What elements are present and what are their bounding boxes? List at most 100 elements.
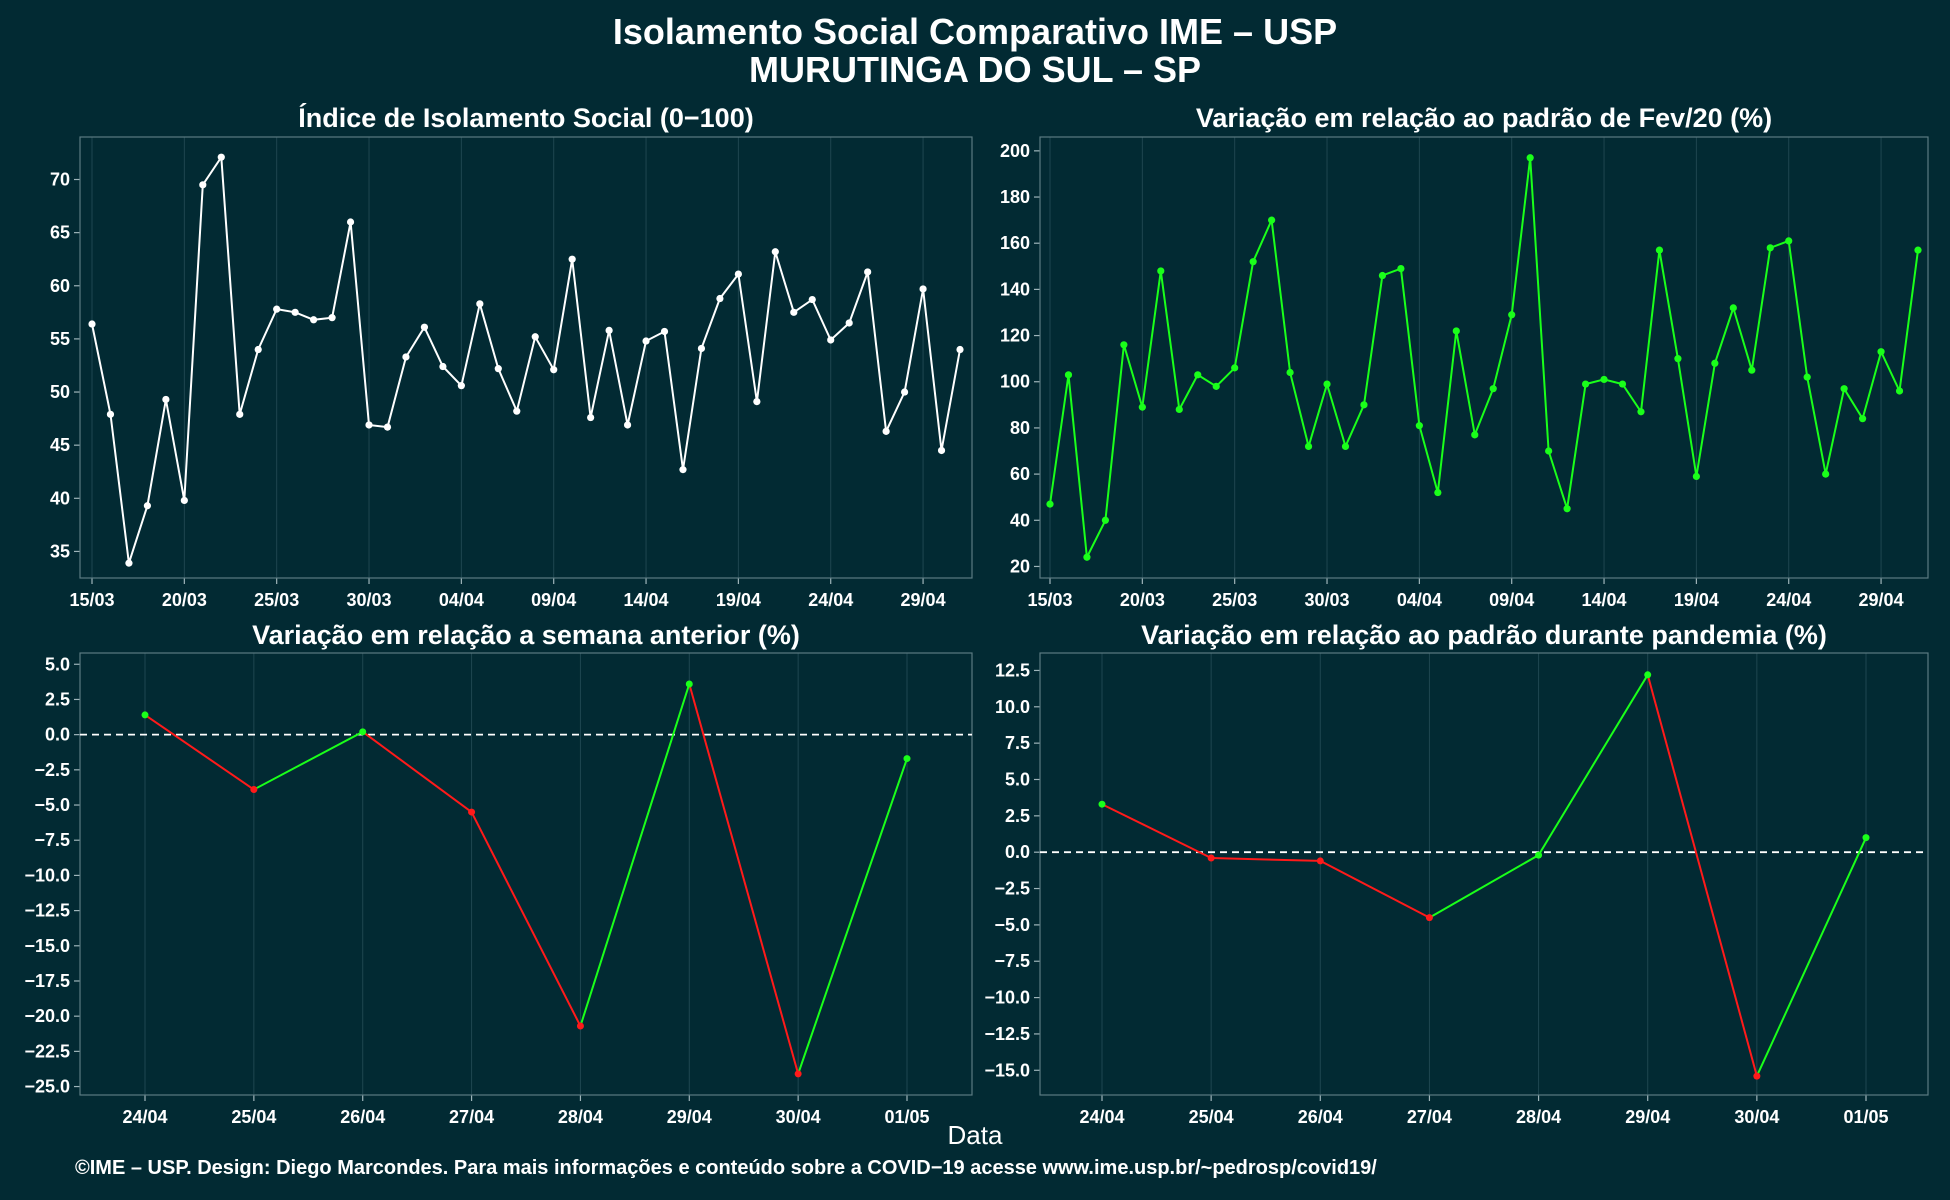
data-point	[734, 270, 742, 278]
data-point	[1803, 373, 1811, 381]
data-point	[1766, 244, 1774, 252]
x-tick-label: 29/04	[901, 590, 946, 610]
y-tick-label: −15.0	[24, 936, 70, 956]
plot-frame	[1039, 652, 1929, 1096]
x-tick-label: 30/03	[1304, 590, 1349, 610]
panel-title-semana: Variação em relação a semana anterior (%…	[252, 620, 800, 650]
data-point	[1563, 505, 1571, 513]
data-point	[457, 382, 465, 390]
x-tick-label: 15/03	[69, 590, 114, 610]
y-tick-label: −2.5	[994, 879, 1030, 899]
y-tick-label: 20	[1010, 556, 1030, 576]
y-tick-label: −22.5	[24, 1041, 70, 1061]
data-point	[1862, 834, 1870, 842]
data-point	[1858, 415, 1867, 423]
data-point	[1535, 851, 1543, 859]
data-point	[771, 248, 779, 256]
data-point	[1098, 800, 1106, 808]
data-point	[1157, 267, 1165, 275]
y-tick-label: −2.5	[34, 760, 70, 780]
y-tick-label: 160	[1000, 233, 1030, 253]
x-tick-label: 14/04	[1582, 590, 1627, 610]
y-tick-label: −17.5	[24, 971, 70, 991]
series-segment	[1646, 674, 1758, 1077]
main-title: Isolamento Social Comparativo IME – USP	[612, 11, 1338, 52]
data-point	[1212, 382, 1220, 390]
data-point	[273, 305, 281, 313]
x-tick-label: 24/04	[808, 590, 853, 610]
data-point	[494, 365, 502, 373]
data-point	[1471, 431, 1479, 439]
data-point	[125, 559, 133, 567]
x-tick-label: 27/04	[1407, 1107, 1452, 1127]
x-tick-label: 04/04	[1397, 590, 1442, 610]
x-tick-label: 26/04	[1298, 1107, 1343, 1127]
x-tick-label: 20/03	[1120, 590, 1165, 610]
data-point	[1753, 1072, 1761, 1080]
data-point	[1316, 857, 1324, 865]
x-tick-label: 28/04	[1516, 1107, 1561, 1127]
data-point	[1674, 355, 1682, 363]
x-tick-label: 09/04	[531, 590, 576, 610]
y-tick-label: 2.5	[45, 689, 70, 709]
data-point	[864, 268, 872, 276]
data-point	[1120, 341, 1128, 349]
data-point	[808, 295, 816, 304]
series-segment	[253, 730, 364, 791]
data-point	[1378, 271, 1387, 280]
data-point	[531, 333, 539, 341]
y-tick-label: 7.5	[1005, 733, 1030, 753]
x-tick-label: 19/04	[716, 590, 761, 610]
data-point	[1692, 472, 1700, 481]
y-tick-label: 35	[50, 541, 70, 561]
x-tick-label: 27/04	[449, 1107, 494, 1127]
y-tick-label: 2.5	[1005, 806, 1030, 826]
data-point	[1231, 364, 1239, 372]
y-tick-label: 0.0	[1005, 842, 1030, 862]
panel-title-pandemia: Variação em relação ao padrão durante pa…	[1141, 620, 1827, 650]
data-point	[1526, 154, 1534, 162]
data-point	[1452, 327, 1460, 335]
y-tick-label: −7.5	[994, 951, 1030, 971]
series-segment	[362, 731, 473, 813]
y-tick-label: 180	[1000, 187, 1030, 207]
data-point	[359, 728, 367, 736]
plot-frame	[1039, 136, 1929, 579]
data-point	[254, 345, 262, 354]
data-point	[1618, 380, 1627, 388]
data-point	[476, 300, 484, 308]
x-tick-label: 01/05	[884, 1107, 929, 1127]
data-point	[1729, 304, 1737, 312]
data-point	[882, 427, 890, 435]
data-point	[513, 407, 521, 415]
data-point	[162, 395, 170, 404]
x-tick-label: 24/04	[1079, 1107, 1124, 1127]
data-point	[143, 502, 152, 510]
data-point	[1341, 442, 1350, 450]
plot-frame	[79, 136, 973, 579]
data-point	[106, 410, 115, 418]
data-point	[685, 680, 693, 688]
data-point	[383, 423, 392, 431]
data-point	[1175, 405, 1183, 414]
series-segment	[1428, 854, 1540, 919]
series-segment	[144, 714, 255, 791]
data-point	[402, 353, 410, 361]
data-point	[605, 326, 613, 335]
data-point	[291, 308, 299, 316]
y-tick-label: −10.0	[24, 865, 70, 885]
data-point	[1194, 371, 1202, 379]
data-point	[468, 808, 476, 816]
y-tick-label: −20.0	[24, 1006, 70, 1026]
panel-title-indice: Índice de Isolamento Social (0−100)	[298, 103, 754, 133]
y-tick-label: −25.0	[24, 1077, 70, 1097]
x-tick-label: 04/04	[439, 590, 484, 610]
data-point	[199, 181, 207, 189]
y-tick-label: −15.0	[984, 1060, 1030, 1080]
footer-credits: ©IME – USP. Design: Diego Marcondes. Par…	[75, 1157, 1377, 1179]
x-tick-label: 25/04	[231, 1107, 276, 1127]
data-point	[236, 410, 244, 418]
x-tick-label: 20/03	[162, 590, 207, 610]
x-tick-label: 25/04	[1189, 1107, 1234, 1127]
data-point	[1101, 516, 1110, 524]
